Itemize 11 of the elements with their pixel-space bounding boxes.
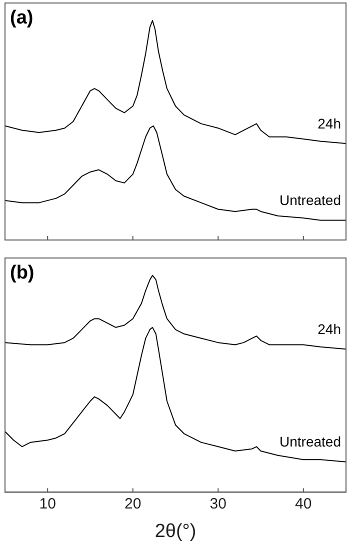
x-tick-label: 10 [39, 495, 56, 512]
chart-title: (b) [10, 262, 34, 284]
series-label: Untreated [280, 192, 341, 208]
series-label: 24h [318, 115, 341, 132]
x-tick-label: 40 [295, 495, 312, 512]
x-tick-label: 20 [124, 495, 142, 512]
x-axis-title: 2θ(°) [154, 520, 196, 542]
x-tick-label: 30 [210, 495, 226, 512]
series-label: 24h [318, 320, 341, 337]
series-label: Untreated [280, 434, 341, 450]
chart-title: (a) [10, 8, 34, 29]
